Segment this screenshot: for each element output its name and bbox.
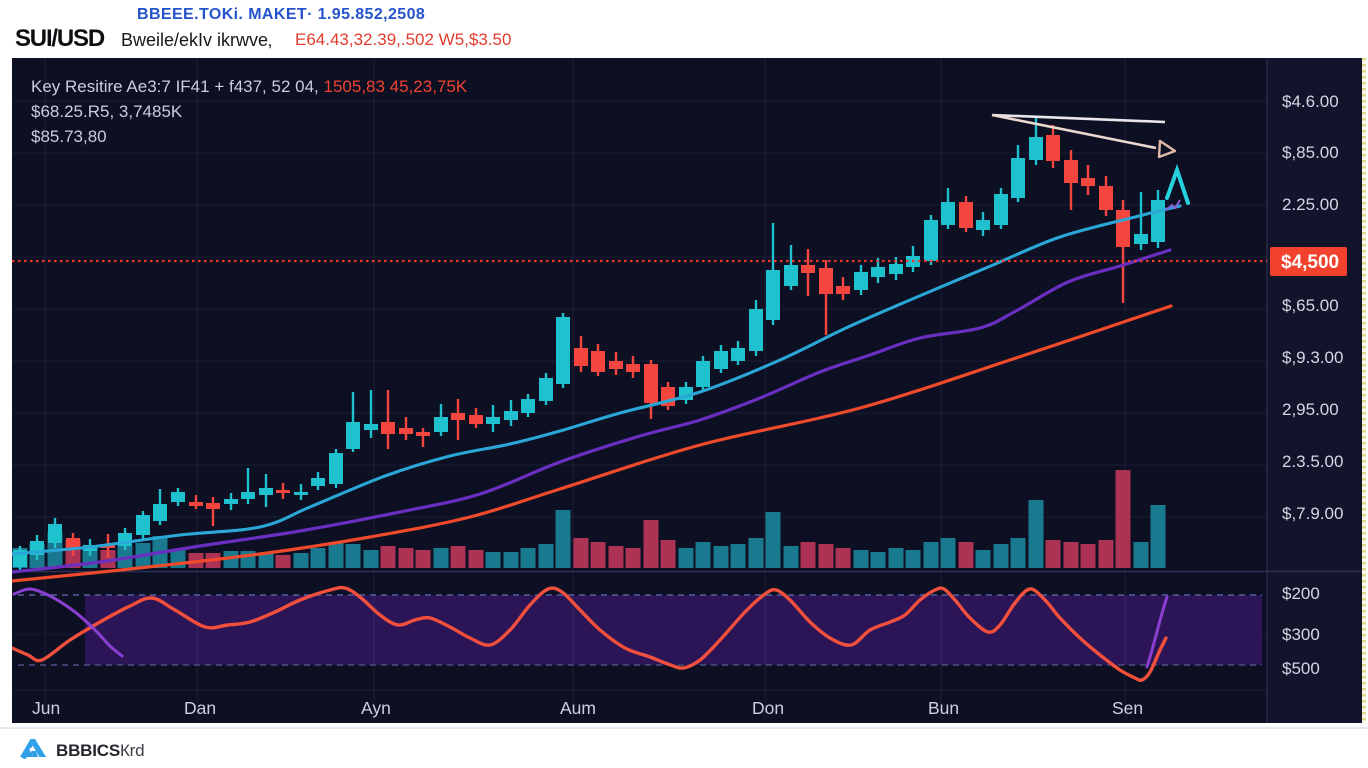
svg-text:$,65.00: $,65.00 (1282, 296, 1339, 315)
svg-text:$300: $300 (1282, 625, 1320, 644)
svg-text:$4.6.00: $4.6.00 (1282, 92, 1339, 111)
svg-text:2,95.00: 2,95.00 (1282, 400, 1339, 419)
svg-text:$4,500: $4,500 (1281, 252, 1339, 273)
svg-text:$68.25.R5, 3,7485K: $68.25.R5, 3,7485K (31, 102, 183, 121)
svg-text:$,9.3.00: $,9.3.00 (1282, 348, 1343, 367)
svg-text:2.3.5.00: 2.3.5.00 (1282, 452, 1343, 471)
svg-text:$,7.9.00: $,7.9.00 (1282, 504, 1343, 523)
svg-text:Ayn: Ayn (361, 698, 391, 718)
svg-text:$500: $500 (1282, 659, 1320, 678)
svg-text:Key Resitire Ae3:7 IF41 + f437: Key Resitire Ae3:7 IF41 + f437, 52 04, 1… (31, 77, 468, 96)
svg-text:Dan: Dan (184, 698, 216, 718)
svg-text:$200: $200 (1282, 584, 1320, 603)
svg-text:Bun: Bun (928, 698, 959, 718)
svg-text:Jun: Jun (32, 698, 60, 718)
svg-text:$,85.00: $,85.00 (1282, 143, 1339, 162)
svg-text:$85.73,80: $85.73,80 (31, 127, 107, 146)
svg-text:Don: Don (752, 698, 784, 718)
svg-text:Aum: Aum (560, 698, 596, 718)
svg-text:Sen: Sen (1112, 698, 1143, 718)
svg-text:2.25.00: 2.25.00 (1282, 195, 1339, 214)
